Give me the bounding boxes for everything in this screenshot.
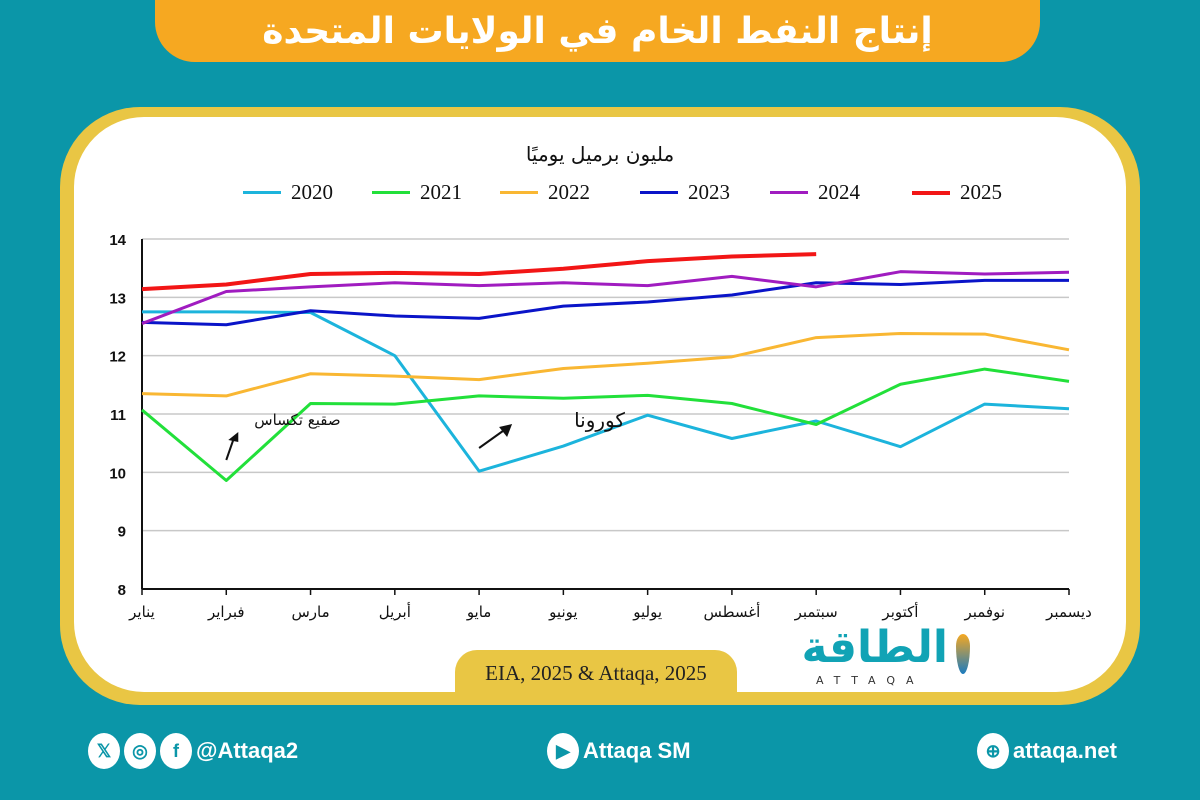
- y-tick-label: 11: [110, 407, 126, 424]
- x-tick-label: يوليو: [632, 603, 662, 621]
- legend-swatch: [640, 191, 678, 194]
- arrow-head-icon: [499, 424, 513, 437]
- footer-youtube[interactable]: ▶ Attaqa SM: [547, 733, 691, 769]
- y-tick-label: 13: [109, 290, 126, 307]
- footer-website[interactable]: ⊕ attaqa.net: [977, 733, 1117, 769]
- x-tick-label: يونيو: [548, 603, 577, 621]
- legend-swatch: [372, 191, 410, 194]
- y-tick-label: 9: [118, 524, 126, 541]
- logo-arabic: الطاقة: [801, 622, 948, 673]
- annotation-covid: كورونا: [574, 408, 625, 432]
- x-tick-label: أغسطس: [703, 602, 760, 621]
- series-line-2024: [141, 270, 1070, 325]
- legend-swatch: [500, 191, 538, 194]
- attaqa-logo: الطاقة ATTAQA: [802, 622, 978, 687]
- legend-swatch: [770, 191, 808, 194]
- youtube-icon[interactable]: ▶: [547, 733, 579, 769]
- legend: 2020 2021 2022 2023 2024 2025: [0, 180, 1200, 210]
- legend-swatch: [243, 191, 281, 194]
- legend-label: 2025: [960, 180, 1002, 204]
- website-link[interactable]: attaqa.net: [1013, 738, 1117, 763]
- x-tick-label: مايو: [466, 603, 492, 621]
- chart-title: إنتاج النفط الخام في الولايات المتحدة: [262, 11, 933, 52]
- legend-label: 2023: [688, 180, 730, 204]
- x-tick-label: يناير: [128, 603, 155, 621]
- footer-social[interactable]: 𝕏 ◎ f @Attaqa2: [88, 733, 298, 769]
- y-tick-label: 8: [118, 582, 126, 599]
- legend-item-2025: 2025: [912, 180, 1002, 205]
- series-line-2025: [141, 252, 817, 292]
- y-axis-unit: مليون برميل يوميًا: [525, 142, 675, 166]
- x-tick-label: فبراير: [207, 603, 245, 621]
- series-line-2021: [141, 367, 1070, 482]
- legend-item-2021: 2021: [372, 180, 462, 205]
- legend-label: 2021: [420, 180, 462, 204]
- globe-icon[interactable]: ⊕: [977, 733, 1009, 769]
- social-handle[interactable]: @Attaqa2: [196, 738, 299, 763]
- title-banner: إنتاج النفط الخام في الولايات المتحدة: [155, 0, 1040, 62]
- y-tick-label: 12: [109, 349, 126, 366]
- x-tick-label: ديسمبر: [1045, 603, 1092, 621]
- series-line-2022: [141, 332, 1070, 398]
- source-label: EIA, 2025 & Attaqa, 2025: [455, 650, 737, 692]
- x-tick-label: سبتمبر: [794, 603, 838, 621]
- instagram-icon[interactable]: ◎: [124, 733, 156, 769]
- y-tick-label: 10: [109, 465, 126, 482]
- legend-item-2022: 2022: [500, 180, 590, 205]
- x-tick-label: أبريل: [379, 602, 411, 621]
- x-icon[interactable]: 𝕏: [88, 733, 120, 769]
- youtube-handle[interactable]: Attaqa SM: [583, 738, 691, 763]
- logo-english: ATTAQA: [816, 674, 925, 687]
- arrow-head-icon: [228, 432, 239, 442]
- chart-card: [74, 117, 1126, 692]
- series-line-2023: [141, 278, 1069, 327]
- legend-label: 2022: [548, 180, 590, 204]
- legend-label: 2020: [291, 180, 333, 204]
- facebook-icon[interactable]: f: [160, 733, 192, 769]
- x-tick-label: مارس: [291, 603, 329, 621]
- legend-item-2020: 2020: [243, 180, 333, 205]
- x-tick-label: أكتوبر: [881, 602, 918, 621]
- legend-item-2024: 2024: [770, 180, 860, 205]
- legend-label: 2024: [818, 180, 860, 204]
- annotation-texas-freeze: صقيع تكساس: [254, 411, 340, 429]
- series-line-2020: [142, 310, 1070, 473]
- legend-swatch: [912, 190, 950, 195]
- y-tick-label: 14: [109, 232, 126, 249]
- drop-icon: [956, 634, 970, 674]
- annotation-arrow: [478, 427, 508, 449]
- x-tick-label: نوفمبر: [963, 603, 1005, 621]
- legend-item-2023: 2023: [640, 180, 730, 205]
